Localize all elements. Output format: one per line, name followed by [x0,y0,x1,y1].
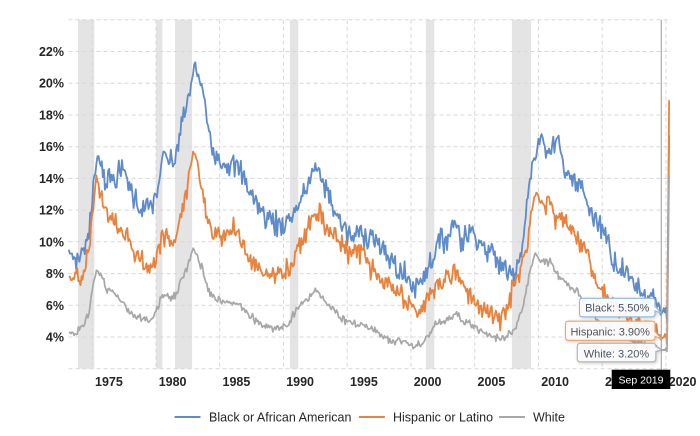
svg-text:Hispanic or Latino: Hispanic or Latino [393,411,493,425]
svg-text:2020: 2020 [669,375,697,389]
svg-text:12%: 12% [39,204,64,218]
svg-text:22%: 22% [39,45,64,59]
svg-text:White: 3.20%: White: 3.20% [584,348,650,360]
svg-text:14%: 14% [39,172,64,186]
svg-text:1985: 1985 [223,375,251,389]
svg-text:6%: 6% [46,299,64,313]
svg-text:20%: 20% [39,77,64,91]
svg-text:2010: 2010 [541,375,569,389]
svg-text:2005: 2005 [478,375,506,389]
svg-text:1975: 1975 [95,375,123,389]
svg-text:1995: 1995 [350,375,378,389]
svg-text:Black: 5.50%: Black: 5.50% [585,303,649,315]
svg-text:2000: 2000 [414,375,442,389]
svg-text:18%: 18% [39,109,64,123]
svg-text:4%: 4% [46,331,64,345]
svg-text:1990: 1990 [286,375,314,389]
svg-text:10%: 10% [39,235,64,249]
svg-text:Black or African American: Black or African American [209,411,351,425]
svg-text:Hispanic: 3.90%: Hispanic: 3.90% [570,327,650,339]
svg-text:Sep 2019: Sep 2019 [619,375,664,387]
svg-text:8%: 8% [46,267,64,281]
svg-text:1980: 1980 [159,375,187,389]
svg-text:White: White [533,411,565,425]
svg-text:16%: 16% [39,140,64,154]
